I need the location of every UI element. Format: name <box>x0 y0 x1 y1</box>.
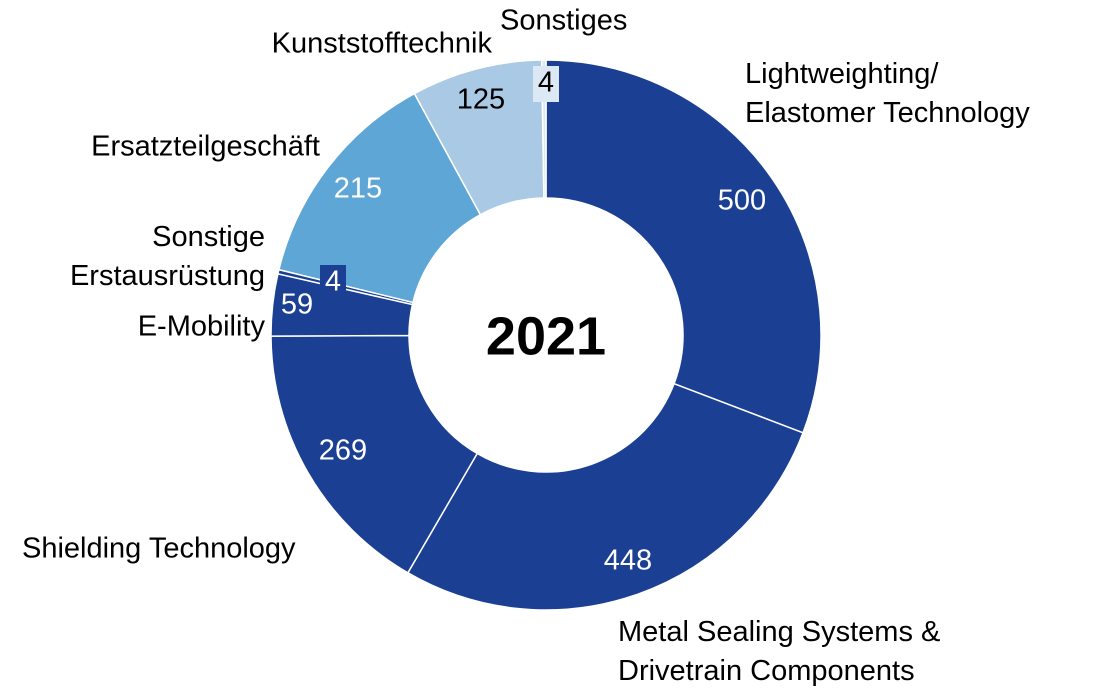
category-label: Shielding Technology <box>22 533 296 565</box>
donut-slice <box>406 382 804 611</box>
value-label: 4 <box>538 67 554 99</box>
value-label: 59 <box>281 289 313 321</box>
category-label: Kunststofftechnik <box>272 28 493 60</box>
donut-slice <box>270 334 479 574</box>
value-label: 448 <box>604 545 652 577</box>
value-label-box <box>533 66 559 102</box>
category-label: E-Mobility <box>138 311 266 343</box>
category-label: Sonstige Erstausrüstung <box>70 221 265 292</box>
chart-title: 2021 <box>486 306 606 366</box>
value-label: 4 <box>325 266 341 298</box>
donut-slice <box>277 92 482 304</box>
value-label: 269 <box>319 435 367 467</box>
donut-slice <box>545 59 822 434</box>
value-label: 500 <box>718 185 766 217</box>
category-label: Metal Sealing Systems & Drivetrain Compon… <box>618 616 940 687</box>
category-label: Ersatzteilgeschäft <box>91 131 320 163</box>
value-label: 125 <box>457 84 505 116</box>
value-label-box <box>320 265 346 301</box>
category-label: Sonstiges <box>500 5 627 37</box>
value-label: 215 <box>334 173 382 205</box>
category-label: Lightweighting/Elastomer Technology <box>745 58 1030 129</box>
